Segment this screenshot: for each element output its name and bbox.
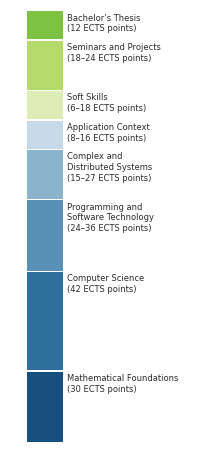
Text: Mathematical Foundations
(30 ECTS points): Mathematical Foundations (30 ECTS points… — [67, 374, 179, 394]
Bar — [27, 91, 63, 119]
Text: Application Context
(8–16 ECTS points): Application Context (8–16 ECTS points) — [67, 123, 150, 143]
Text: Programming and
Software Technology
(24–36 ECTS points): Programming and Software Technology (24–… — [67, 203, 154, 233]
Text: Computer Science
(42 ECTS points): Computer Science (42 ECTS points) — [67, 274, 145, 294]
Bar — [27, 371, 63, 442]
Bar — [27, 150, 63, 199]
Text: Complex and
Distributed Systems
(15–27 ECTS points): Complex and Distributed Systems (15–27 E… — [67, 152, 153, 183]
Text: Bachelor’s Thesis
(12 ECTS points): Bachelor’s Thesis (12 ECTS points) — [67, 14, 141, 34]
Bar — [27, 120, 63, 149]
Text: Soft Skills
(6–18 ECTS points): Soft Skills (6–18 ECTS points) — [67, 93, 146, 113]
Bar — [27, 272, 63, 370]
Bar — [27, 201, 63, 270]
Bar — [27, 11, 63, 39]
Text: Seminars and Projects
(18–24 ECTS points): Seminars and Projects (18–24 ECTS points… — [67, 43, 161, 63]
Bar — [27, 41, 63, 90]
